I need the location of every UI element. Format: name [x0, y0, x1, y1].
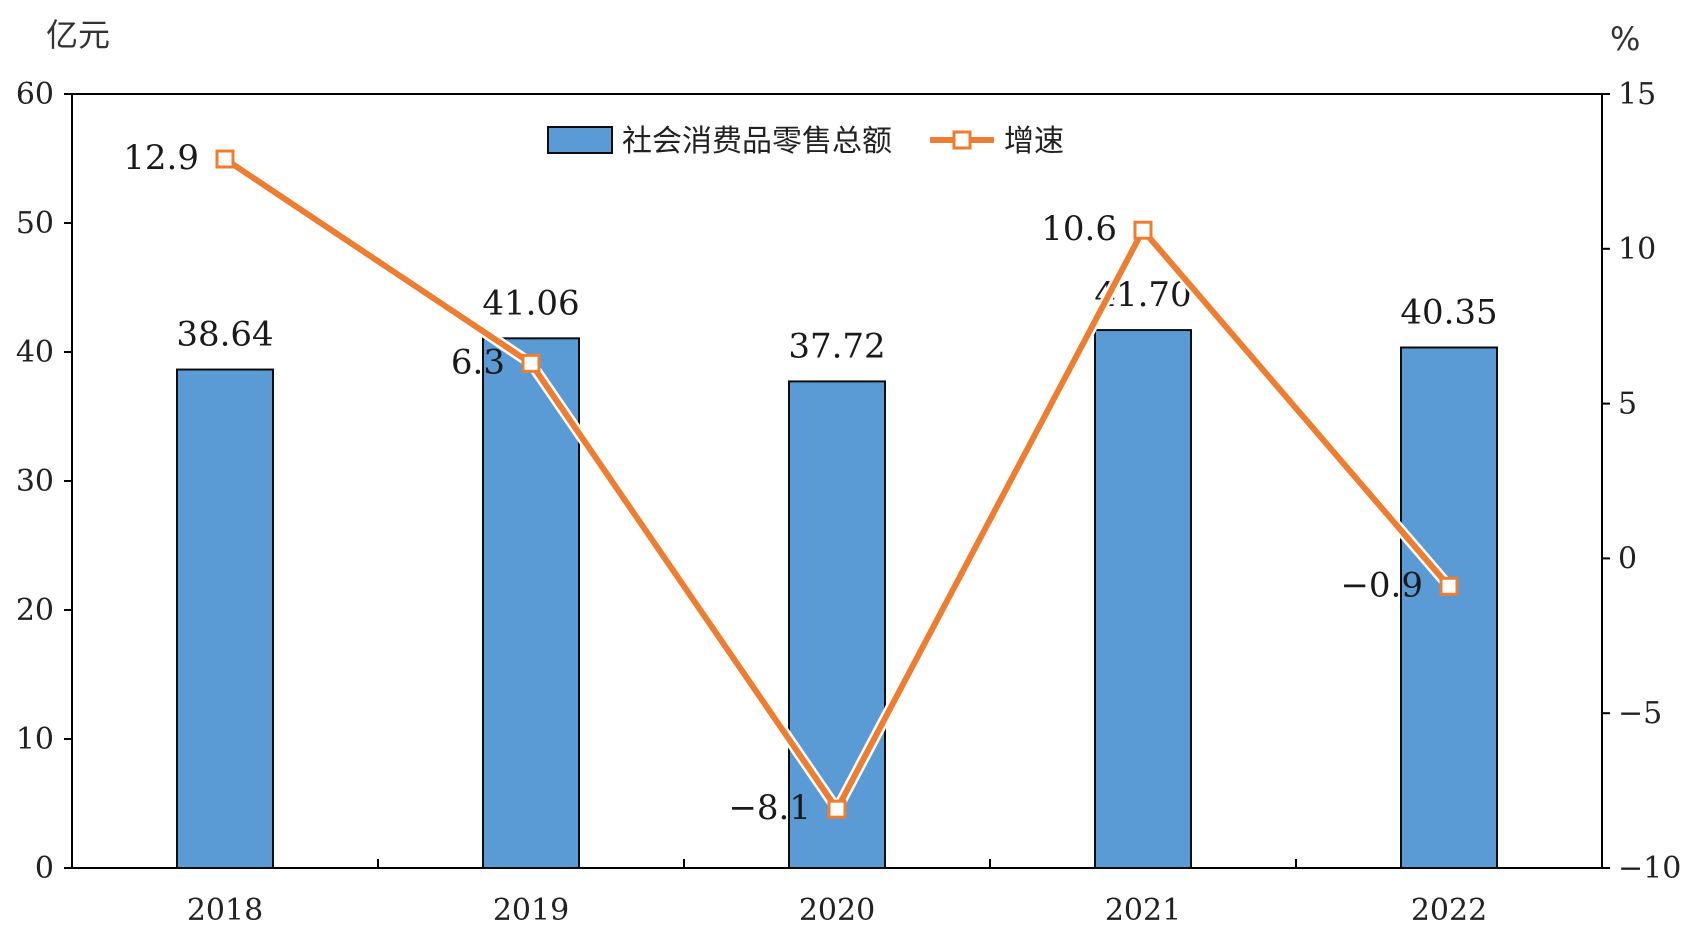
bar-value-label: 40.35: [1400, 292, 1497, 332]
line-marker-2018: [215, 149, 235, 169]
y-right-tick-label: −5: [1618, 696, 1662, 731]
y-left-tick-label: 20: [16, 593, 54, 628]
bar-2020: [788, 380, 886, 869]
y-right-tick-label: 10: [1618, 232, 1656, 267]
line-marker-2021: [1133, 220, 1153, 240]
bar-2021: [1094, 329, 1192, 869]
legend-bar-swatch: [547, 126, 613, 154]
legend-line-marker: [952, 130, 972, 150]
line-value-label: 10.6: [1041, 209, 1117, 249]
y-right-tick-label: 5: [1618, 387, 1637, 422]
bar-2019: [482, 337, 580, 869]
line-value-label: −0.9: [1340, 565, 1423, 605]
line-value-label: 6.3: [451, 342, 505, 382]
y-left-tick-label: 50: [16, 206, 54, 241]
y-right-tick-label: 0: [1618, 541, 1637, 576]
bar-value-label: 37.72: [788, 326, 885, 366]
legend-line-label: 增速: [1004, 124, 1064, 159]
bar-value-label: 38.64: [176, 315, 273, 355]
y-left-tick-label: 0: [35, 851, 54, 886]
line-marker-2019: [521, 353, 541, 373]
y-left-tick-label: 60: [16, 77, 54, 112]
line-marker-2022: [1439, 576, 1459, 596]
x-tick-label: 2021: [1105, 893, 1181, 928]
y-right-tick-label: 15: [1618, 77, 1656, 112]
y-left-tick-label: 30: [16, 464, 54, 499]
bar-2018: [176, 368, 274, 869]
x-tick-label: 2022: [1411, 893, 1487, 928]
y-left-tick-label: 10: [16, 722, 54, 757]
bar-value-label: 41.06: [482, 283, 579, 323]
y-left-tick-label: 40: [16, 335, 54, 370]
x-tick-label: 2020: [799, 893, 875, 928]
bar-2022: [1400, 346, 1498, 869]
x-tick-label: 2018: [187, 893, 263, 928]
legend-bar-label: 社会消费品零售总额: [622, 124, 892, 159]
line-value-label: 12.9: [123, 138, 199, 178]
y-right-unit: %: [1610, 20, 1640, 58]
x-tick-label: 2019: [493, 893, 569, 928]
y-left-unit: 亿元: [46, 16, 110, 54]
y-right-tick-label: −10: [1618, 851, 1681, 886]
line-value-label: −8.1: [728, 788, 811, 828]
line-marker-2020: [827, 799, 847, 819]
